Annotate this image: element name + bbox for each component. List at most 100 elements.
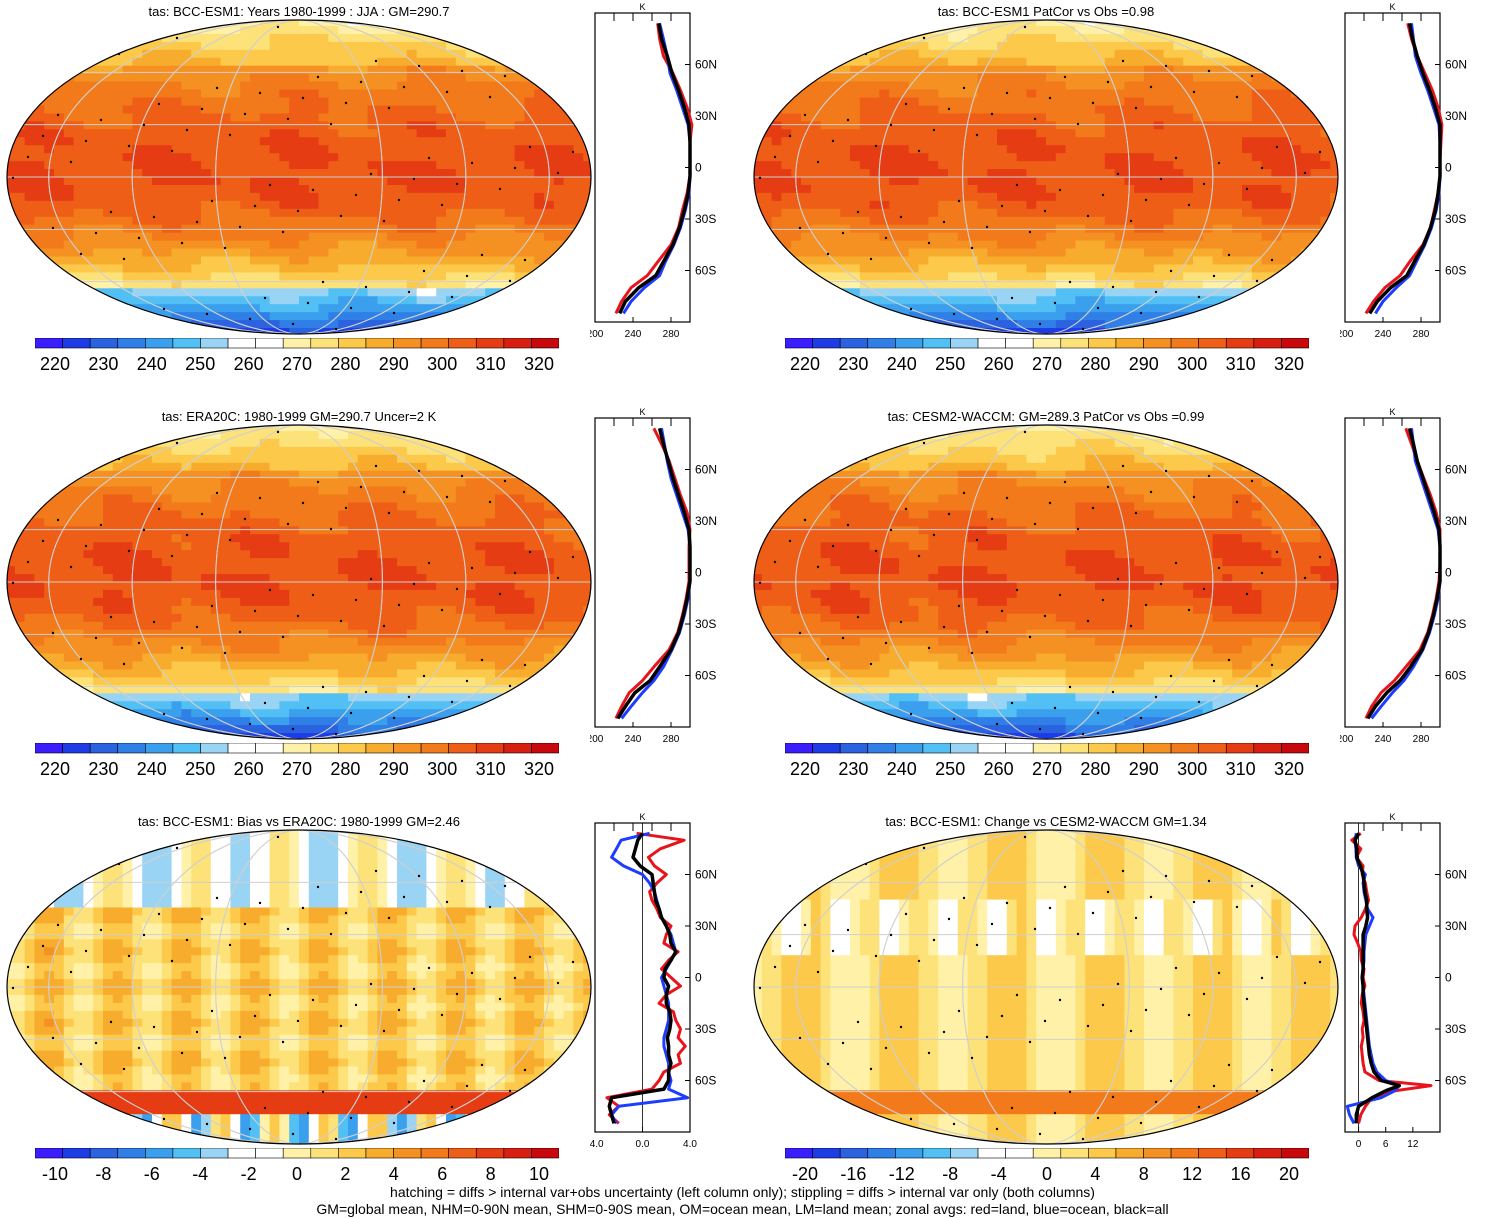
colorbar-2: 220 230 240 250 260 270 280 290 300 310 320	[785, 338, 1309, 374]
zonal-unit-label: K	[1389, 2, 1395, 12]
map-title-5: tas: BCC-ESM1: Bias vs ERA20C: 1980-1999…	[138, 814, 460, 829]
footer-note-hatching: hatching = diffs > internal var+obs unce…	[390, 1184, 1095, 1200]
zonal-lat-tick: 60S	[1445, 264, 1466, 278]
colorbar-tick-label: 270	[282, 354, 312, 374]
colorbar-tick-label: 12	[1182, 1164, 1202, 1184]
colorbar-tick-label: 230	[88, 354, 118, 374]
colorbar-tick-label: 270	[1032, 759, 1062, 779]
zonal-series-all	[1353, 832, 1402, 1124]
zonal-value-tick: 280	[663, 329, 680, 340]
zonal-plot-6: K 60N 30N 0 30S 60S 0 6 12	[1344, 812, 1467, 1150]
colorbar-tick-label: 320	[524, 759, 554, 779]
map-title-4: tas: CESM2-WACCM: GM=289.3 PatCor vs Obs…	[887, 409, 1205, 424]
zonal-lat-tick: 30N	[695, 919, 717, 933]
zonal-value-tick: 280	[1413, 734, 1430, 745]
colorbar-6: -20 -16 -12 -8 -4 0 4 8 12 16 20	[785, 1148, 1309, 1184]
zonal-lat-tick: 0	[1445, 566, 1452, 580]
map-title-2: tas: BCC-ESM1 PatCor vs Obs =0.98	[937, 4, 1155, 19]
colorbar-tick-label: 8	[1139, 1164, 1149, 1184]
colorbar-tick-label: 250	[185, 354, 215, 374]
colorbar-tick-label: 290	[379, 759, 409, 779]
zonal-value-tick: 0	[1356, 1139, 1362, 1150]
zonal-lat-tick: 30S	[695, 617, 716, 631]
zonal-lat-tick: 60N	[695, 58, 717, 72]
colorbar-tick-label: 240	[887, 759, 917, 779]
colorbar-tick-label: 300	[427, 759, 457, 779]
zonal-value-tick: 12	[1407, 1139, 1419, 1150]
zonal-value-tick: 240	[625, 734, 642, 745]
zonal-value-tick: 280	[663, 734, 680, 745]
zonal-lat-tick: 30S	[1445, 212, 1466, 226]
zonal-plot-3: K 60N 30N 0 30S 60S 200 240 280	[590, 407, 717, 745]
zonal-lat-tick: 30S	[695, 1022, 716, 1036]
colorbar-tick-label: 290	[379, 354, 409, 374]
zonal-lat-tick: 30N	[1445, 919, 1467, 933]
zonal-series-all	[618, 22, 692, 315]
colorbar-tick-label: 0	[1042, 1164, 1052, 1184]
zonal-series-land	[614, 23, 694, 315]
colorbar-tick-label: -16	[840, 1164, 866, 1184]
zonal-lat-tick: 30N	[695, 109, 717, 123]
zonal-unit-label: K	[1389, 812, 1395, 822]
colorbar-tick-label: 280	[1080, 354, 1110, 374]
zonal-series-ocean	[1345, 833, 1401, 1125]
colorbar-tick-label: -4	[192, 1164, 208, 1184]
colorbar-tick-label: 280	[330, 759, 360, 779]
colorbar-tick-label: 310	[476, 354, 506, 374]
map-2	[753, 19, 1339, 335]
colorbar-tick-label: 260	[234, 759, 264, 779]
zonal-lat-tick: 30N	[1445, 109, 1467, 123]
zonal-lat-tick: 0	[695, 566, 702, 580]
zonal-plot-1: K 60N 30N 0 30S 60S 200 240 280	[590, 2, 717, 340]
zonal-value-tick: 200	[1340, 734, 1354, 745]
colorbar-tick-label: 260	[234, 354, 264, 374]
zonal-lat-tick: 30S	[1445, 617, 1466, 631]
colorbar-tick-label: 4	[1090, 1164, 1100, 1184]
colorbar-tick-label: 240	[137, 354, 167, 374]
zonal-plot-4: K 60N 30N 0 30S 60S 200 240 280	[1340, 407, 1467, 745]
zonal-value-tick: 240	[1375, 734, 1392, 745]
zonal-unit-label: K	[1389, 407, 1395, 417]
colorbar-tick-label: 270	[1032, 354, 1062, 374]
colorbar-tick-label: 300	[1177, 354, 1207, 374]
zonal-lat-tick: 60N	[1445, 868, 1467, 882]
zonal-value-tick: 4.0	[683, 1139, 697, 1150]
zonal-lat-tick: 0	[695, 971, 702, 985]
zonal-lat-tick: 30N	[1445, 514, 1467, 528]
zonal-series-all	[607, 832, 678, 1124]
zonal-value-tick: -4.0	[590, 1139, 604, 1150]
zonal-unit-label: K	[639, 2, 645, 12]
zonal-lat-tick: 30S	[1445, 1022, 1466, 1036]
colorbar-tick-label: 300	[1177, 759, 1207, 779]
zonal-unit-label: K	[639, 812, 645, 822]
map-title-6: tas: BCC-ESM1: Change vs CESM2-WACCM GM=…	[885, 814, 1207, 829]
colorbar-tick-label: 270	[282, 759, 312, 779]
zonal-lat-tick: 0	[1445, 971, 1452, 985]
colorbar-tick-label: 310	[476, 759, 506, 779]
colorbar-tick-label: 240	[887, 354, 917, 374]
zonal-lat-tick: 60N	[1445, 463, 1467, 477]
colorbar-3: 220 230 240 250 260 270 280 290 300 310 320	[35, 743, 559, 779]
colorbar-tick-label: 10	[529, 1164, 549, 1184]
zonal-lat-tick: 60S	[695, 1074, 716, 1088]
zonal-lat-tick: 0	[695, 161, 702, 175]
colorbar-tick-label: 20	[1279, 1164, 1299, 1184]
colorbar-tick-label: 320	[1274, 759, 1304, 779]
colorbar-tick-label: 240	[137, 759, 167, 779]
colorbar-tick-label: -2	[241, 1164, 257, 1184]
colorbar-tick-label: -8	[942, 1164, 958, 1184]
colorbar-tick-label: -8	[95, 1164, 111, 1184]
colorbar-tick-label: 260	[984, 759, 1014, 779]
colorbar-tick-label: 6	[437, 1164, 447, 1184]
colorbar-tick-label: 220	[40, 759, 70, 779]
zonal-value-tick: 200	[1340, 329, 1354, 340]
zonal-plot-2: K 60N 30N 0 30S 60S 200 240 280	[1340, 2, 1467, 340]
zonal-unit-label: K	[639, 407, 645, 417]
colorbar-tick-label: 220	[40, 354, 70, 374]
zonal-series-land	[1364, 22, 1444, 315]
zonal-value-tick: 6	[1383, 1139, 1389, 1150]
colorbar-tick-label: 0	[292, 1164, 302, 1184]
zonal-series-ocean	[622, 22, 692, 315]
colorbar-tick-label: 16	[1231, 1164, 1251, 1184]
zonal-lat-tick: 60S	[1445, 1074, 1466, 1088]
